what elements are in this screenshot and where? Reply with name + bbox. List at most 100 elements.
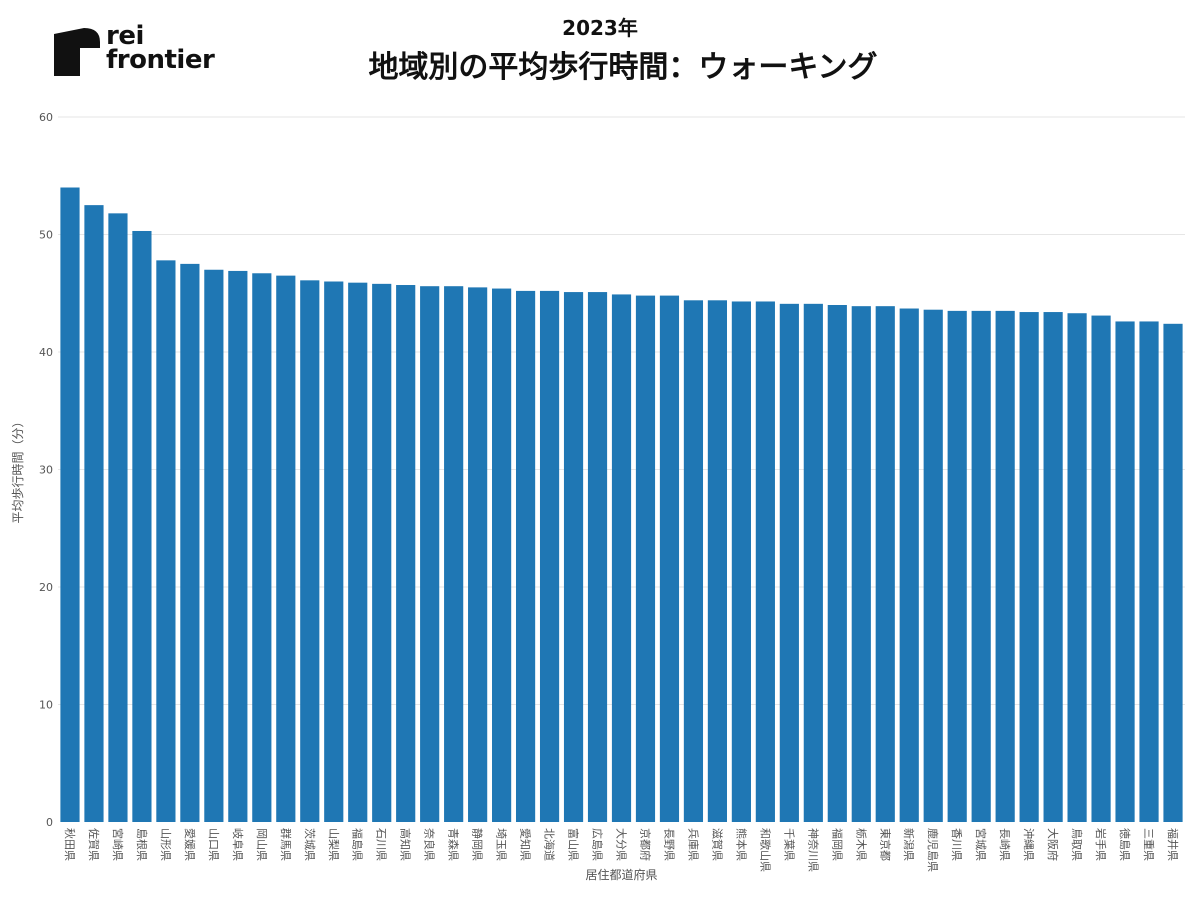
bar [300, 280, 320, 823]
x-tick-label: 岐阜県 [231, 828, 244, 861]
x-tick-label: 茨城県 [303, 828, 317, 861]
x-tick-label: 宮崎県 [111, 828, 125, 861]
bar [348, 282, 368, 822]
bar [827, 305, 847, 822]
y-tick-label: 60 [39, 111, 53, 124]
bar [132, 230, 152, 823]
x-tick-label: 山形県 [159, 828, 172, 861]
bar [683, 300, 704, 822]
x-tick-label: 千葉県 [782, 828, 796, 861]
bar [84, 205, 104, 823]
bar [515, 290, 536, 822]
bar [947, 310, 967, 823]
bar [180, 263, 200, 823]
chart-title: 地域別の平均歩行時間：ウォーキング [368, 50, 878, 85]
bar [875, 306, 895, 822]
x-tick-label: 長野県 [662, 828, 675, 861]
x-tick-label: 三重県 [1142, 828, 1156, 861]
x-tick-label: 山口県 [207, 828, 220, 861]
bar [539, 290, 560, 822]
x-tick-label: 愛媛県 [183, 828, 197, 861]
y-tick-label: 0 [46, 816, 53, 829]
brand-line2: frontier [106, 45, 215, 75]
bar [755, 301, 775, 823]
x-tick-label: 大阪府 [1046, 828, 1060, 861]
x-tick-label: 京都府 [638, 828, 652, 861]
x-tick-label: 沖縄県 [1022, 828, 1036, 861]
bar [1043, 312, 1063, 822]
bar [468, 287, 488, 823]
x-tick-label: 滋賀県 [710, 828, 723, 861]
bar [1115, 321, 1135, 822]
bar [1091, 315, 1111, 822]
x-tick-label: 栃木県 [854, 828, 868, 861]
x-tick-label: 石川県 [375, 828, 388, 861]
brand-logo-mark-icon [54, 28, 100, 76]
bar [60, 187, 80, 822]
x-tick-label: 宮城県 [974, 828, 988, 861]
x-tick-label: 埼玉県 [495, 828, 509, 861]
bar [396, 285, 416, 822]
bar [372, 283, 392, 823]
bar [635, 295, 656, 823]
x-tick-label: 高知県 [399, 828, 413, 861]
bar [228, 270, 248, 822]
x-tick-label: 広島県 [591, 828, 605, 861]
bar [1139, 321, 1159, 822]
bar [851, 306, 871, 822]
bar [587, 292, 608, 822]
x-tick-label: 群馬県 [279, 828, 293, 861]
x-tick-label: 岡山県 [255, 828, 268, 861]
x-tick-label: 福岡県 [830, 828, 844, 861]
chart-subtitle: 2023年 [562, 16, 638, 40]
bar [1019, 312, 1039, 822]
y-axis-label: 平均歩行時間（分） [10, 415, 25, 523]
x-tick-label: 鳥取県 [1070, 828, 1084, 861]
brand-logo: rei frontier [54, 21, 215, 80]
x-tick-label: 奈良県 [423, 828, 437, 861]
bar [731, 301, 751, 823]
x-tick-label: 北海道 [543, 828, 557, 861]
bar [204, 269, 224, 822]
brand-wordmark: rei frontier [106, 21, 215, 75]
x-tick-label: 新潟県 [902, 828, 916, 861]
x-tick-label: 福島県 [351, 828, 365, 861]
y-tick-label: 20 [39, 581, 53, 594]
bar [899, 308, 919, 822]
y-tick-label: 30 [39, 464, 53, 477]
brand-line1: rei [106, 21, 144, 51]
bar [444, 286, 464, 822]
x-tick-label: 富山県 [567, 828, 581, 861]
bar [156, 260, 176, 823]
y-tick-label: 50 [39, 229, 53, 242]
bar [108, 213, 128, 823]
bar [420, 286, 440, 822]
x-tick-label: 神奈川県 [806, 828, 820, 872]
x-tick-label: 長崎県 [998, 828, 1012, 861]
x-tick-label: 徳島県 [1118, 828, 1132, 861]
bar [563, 292, 584, 822]
y-tick-label: 10 [39, 699, 53, 712]
x-tick-label: 香川県 [950, 828, 963, 861]
bar [923, 309, 943, 822]
x-tick-label: 兵庫県 [686, 828, 700, 861]
bar [659, 295, 680, 823]
bar [995, 310, 1015, 823]
x-tick-label: 山梨県 [327, 828, 341, 861]
x-tick-label: 鹿児島県 [926, 828, 940, 872]
x-tick-label: 和歌山県 [758, 828, 772, 872]
bar [492, 288, 512, 822]
x-axis-categories: 秋田県 佐賀県 宮崎県 島根県 山形県 愛媛県 山口県 岐阜県 岡山県 群馬県 茨城県 山梨県 福島県石… [63, 828, 1180, 872]
bar [779, 303, 799, 823]
x-tick-label: 福井県 [1166, 828, 1180, 861]
bar [276, 275, 296, 823]
bar [611, 294, 632, 822]
bar [971, 310, 991, 823]
x-tick-label: 静岡県 [471, 828, 485, 861]
x-tick-label: 大分県 [615, 828, 629, 861]
x-tick-label: 熊本県 [734, 828, 748, 861]
x-tick-label: 秋田県 [63, 828, 77, 861]
y-tick-label: 40 [39, 346, 53, 359]
x-tick-label: 島根県 [135, 828, 149, 861]
